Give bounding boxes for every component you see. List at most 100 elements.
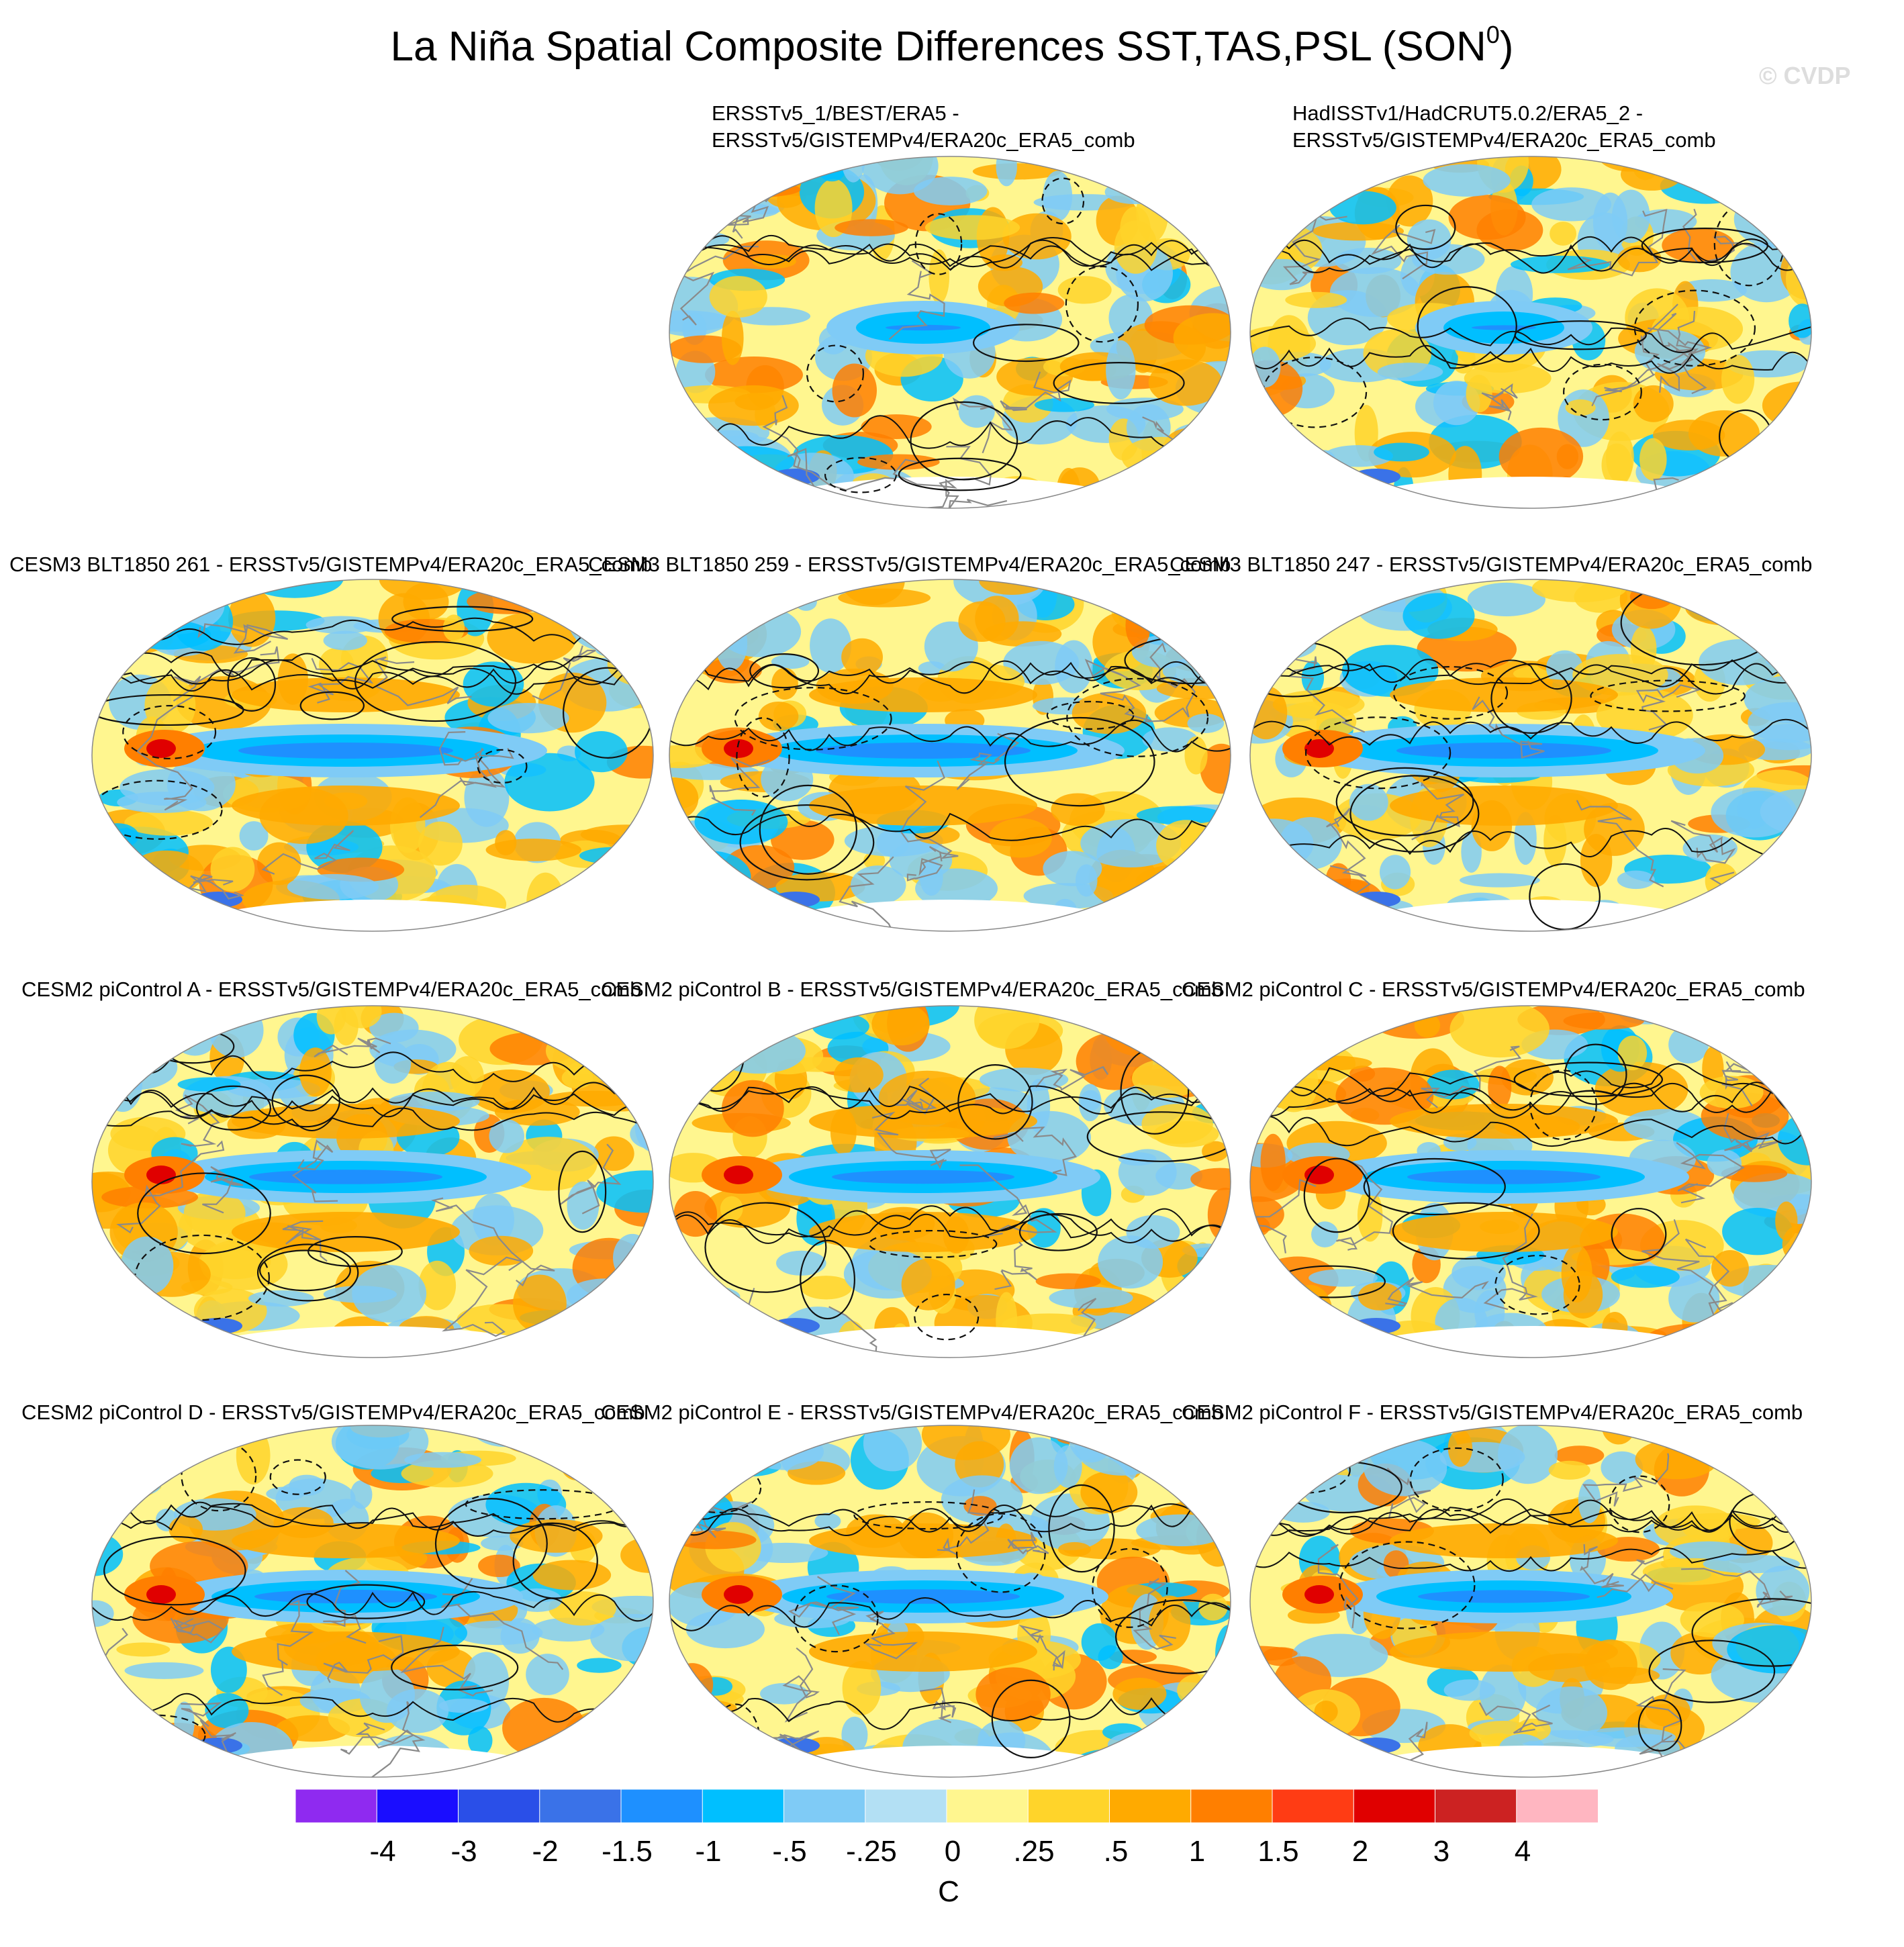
anomaly-blob [97,1471,162,1498]
anomaly-blob [1121,436,1202,478]
colorbar-label: -2 [532,1835,559,1868]
panel-title-p8: CESM2 piControl C - ERSSTv5/GISTEMPv4/ER… [1182,978,1805,1001]
psl-contour [306,1584,426,1619]
anomaly-blob [1148,887,1225,921]
psl-contour [1066,677,1209,757]
colorbar-label: .25 [1013,1835,1055,1868]
anomaly-blob [1498,1425,1558,1484]
anomaly-blob [1170,1726,1215,1744]
anomaly-blob [708,385,799,426]
anomaly-blob [210,847,255,892]
anomaly-blob [1002,213,1072,260]
psl-contour [868,1229,998,1258]
anomaly-blob [120,769,215,806]
anomaly-blob [1594,1061,1688,1117]
anomaly-blob [532,1560,612,1590]
psl-contour [256,1243,359,1302]
psl-contour [1250,1063,1811,1097]
coastline [441,1578,564,1670]
coastline [1635,684,1702,731]
panel-title-p7: CESM2 piControl B - ERSSTv5/GISTEMPv4/ER… [601,978,1223,1001]
psl-contour [749,653,820,689]
anomaly-blob [921,1425,1011,1460]
anomaly-blob [596,1170,653,1213]
antarctic-anomaly [771,1318,820,1334]
coastline [1282,656,1366,733]
antarctic-anomaly [771,892,820,908]
anomaly-blob [771,820,835,860]
anomaly-blob [1682,834,1738,863]
coastline [374,656,472,706]
psl-contour [1250,1115,1811,1147]
anomaly-blob [1080,1090,1101,1111]
anomaly-blob [1252,459,1336,491]
map-field [92,579,653,931]
anomaly-blob [1049,1286,1133,1309]
anomaly-blob [1057,1432,1129,1446]
anomaly-blob [248,1290,314,1307]
psl-contour [1392,1202,1540,1260]
antarctica [1309,1326,1752,1358]
anomaly-blob [549,1591,616,1626]
anomaly-blob [512,1588,563,1612]
anomaly-blob [1796,1739,1811,1753]
psl-contour [1335,767,1474,837]
anomaly-blob [1386,175,1433,227]
warm-pool-core [724,1585,753,1604]
psl-contour [736,717,790,798]
psl-contour [1417,286,1517,367]
anomaly-blob [567,1425,632,1462]
psl-contour [1590,679,1746,712]
anomaly-blob [1311,1221,1339,1248]
anomaly-blob [1768,863,1811,915]
psl-contour [669,415,1231,449]
anomaly-blob [124,1662,204,1679]
anomaly-blob [1173,313,1231,363]
anomaly-blob [669,851,751,904]
warm-band [232,1523,460,1558]
anomaly-blob [1768,1741,1811,1777]
antarctic-anomaly [1352,1318,1400,1334]
coastline [442,1256,524,1337]
anomaly-blob [1467,582,1545,616]
anomaly-blob [1308,1269,1378,1287]
anomaly-blob [177,1077,241,1092]
coastline [676,884,730,931]
anomaly-blob [1617,1035,1648,1071]
anomaly-blob [374,1041,412,1084]
psl-contour [1363,1157,1506,1216]
panel-title-p2-line2: ERSSTv5/GISTEMPv4/ERA20c_ERA5_comb [1292,128,1716,152]
coastline [839,856,898,931]
anomaly-blob [1620,158,1683,191]
anomaly-blob [1739,580,1783,601]
psl-contour [1494,1255,1580,1315]
psl-contour [1303,1157,1370,1233]
anomaly-blob [771,654,810,669]
anomaly-blob [1774,1006,1811,1025]
anomaly-blob [1550,222,1577,246]
anomaly-blob [94,1006,173,1042]
coastline [1715,879,1792,917]
map-panel-p6 [91,1004,655,1360]
cvdp-watermark: © CVDP [1759,62,1851,89]
anomaly-blob [1259,1740,1326,1762]
anomaly-blob [1772,902,1808,931]
anomaly-blob [1187,713,1225,733]
anomaly-blob [1735,1425,1805,1459]
anomaly-blob [1129,164,1230,184]
anomaly-blob [181,896,218,927]
anomaly-blob [1733,613,1778,635]
coastline [1670,820,1736,864]
anomaly-blob [913,177,988,205]
anomaly-blob [924,215,1020,240]
anomaly-blob [1250,1488,1304,1505]
anomaly-blob [546,1023,625,1053]
coastline [1084,659,1151,722]
antarctic-anomaly [194,892,242,908]
anomaly-blob [1510,255,1610,273]
anomaly-blob [989,818,1052,858]
coastline [993,1126,1078,1176]
anomaly-blob [1250,891,1319,931]
anomaly-blob [583,1456,614,1492]
enso-tongue [1396,743,1611,759]
